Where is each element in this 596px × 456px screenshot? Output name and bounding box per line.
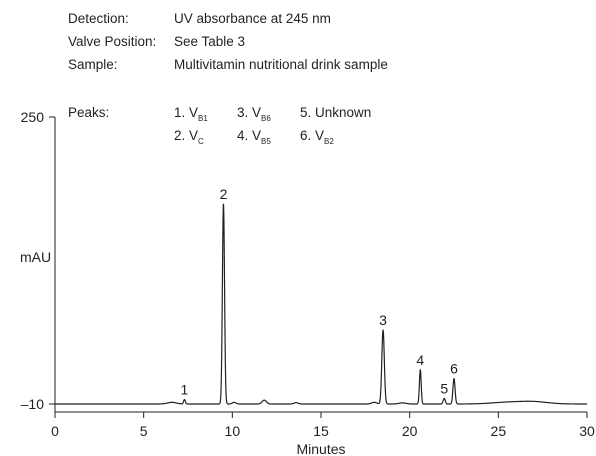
valve-position-value: See Table 3 <box>174 34 245 49</box>
y-tick-label: –10 <box>21 396 45 412</box>
peak-label-1: 1 <box>181 382 189 398</box>
peak-label-5: 5 <box>440 380 448 396</box>
legend-title: Peaks: <box>68 105 109 120</box>
info-block: Detection: UV absorbance at 245 nm Valve… <box>68 11 388 72</box>
x-tick-label: 5 <box>140 423 148 439</box>
x-tick-label: 20 <box>402 423 418 439</box>
x-tick-label: 25 <box>491 423 507 439</box>
chromatogram-trace <box>54 203 588 405</box>
sample-label: Sample: <box>68 57 118 72</box>
y-tick-label: 250 <box>21 109 45 125</box>
legend-entry-3: 3. VB6 <box>237 105 271 123</box>
peak-labels: 1 2 3 456 <box>181 186 459 397</box>
legend-entry-1: 1. VB1 <box>174 105 208 123</box>
x-tick-label: 30 <box>579 423 595 439</box>
detection-label: Detection: <box>68 11 129 26</box>
axis-ticks <box>49 116 588 418</box>
x-tick-label: 15 <box>313 423 329 439</box>
legend-entry-2: 2. VC <box>174 128 204 146</box>
sample-value: Multivitamin nutritional drink sample <box>174 57 388 72</box>
peak-label-2: 2 <box>220 186 228 202</box>
peak-label-6: 6 <box>450 361 458 377</box>
peak-label-4: 4 <box>416 352 424 368</box>
peak-label-3: 3 <box>379 312 387 328</box>
x-tick-label: 10 <box>225 423 241 439</box>
detection-value: UV absorbance at 245 nm <box>174 11 331 26</box>
x-axis-label: Minutes <box>296 441 345 456</box>
x-tick-label: 0 <box>51 423 59 439</box>
legend-entry-5: 5. Unknown <box>300 105 371 120</box>
valve-position-label: Valve Position: <box>68 34 156 49</box>
peaks-legend: Peaks: 1. VB1 2. VC 3. VB6 4. VB5 5. Unk… <box>68 105 371 146</box>
y-axis-label: mAU <box>20 249 51 265</box>
legend-entry-4: 4. VB5 <box>237 128 271 146</box>
legend-entry-6: 6. VB2 <box>300 128 334 146</box>
